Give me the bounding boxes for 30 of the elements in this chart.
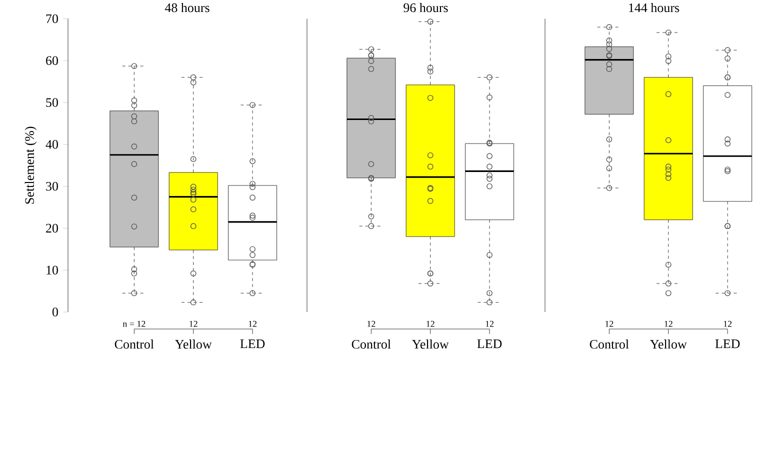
x-tick-label: Control	[352, 340, 391, 349]
y-tick-label: 30	[46, 182, 58, 191]
chart-title: 96 hours	[404, 3, 448, 12]
text: 12	[605, 320, 614, 327]
x-tick-label: Yellow	[175, 340, 212, 349]
text: 12	[367, 320, 376, 327]
y-tick-label: 0	[52, 308, 58, 316]
x-tick-label: LED	[477, 340, 502, 348]
x-tick-label: Yellow	[412, 340, 449, 349]
text: n = 12	[122, 320, 146, 327]
y-tick-label: 10	[46, 266, 58, 274]
y-tick-label: 70	[46, 14, 58, 24]
y-axis-title: Settlement (%)	[24, 126, 37, 204]
x-tick-label: Yellow	[650, 340, 687, 349]
text: 12	[190, 320, 198, 327]
text: 12	[486, 320, 494, 327]
y-tick-label: 40	[46, 140, 58, 149]
x-tick-label: Control	[114, 340, 154, 349]
y-tick-label: 50	[46, 98, 58, 107]
chart-title: 144 hours	[629, 3, 680, 12]
x-tick-label: LED	[240, 340, 265, 348]
y-tick-label: 20	[46, 224, 58, 233]
text: 12	[426, 320, 434, 327]
y-tick-label: 60	[46, 56, 58, 65]
text: 12	[248, 320, 257, 327]
x-tick-label: LED	[715, 340, 740, 348]
chart-title: 48 hours	[164, 3, 210, 12]
x-tick-label: Control	[590, 340, 629, 349]
text: 12	[724, 320, 732, 327]
text: 12	[664, 320, 672, 327]
